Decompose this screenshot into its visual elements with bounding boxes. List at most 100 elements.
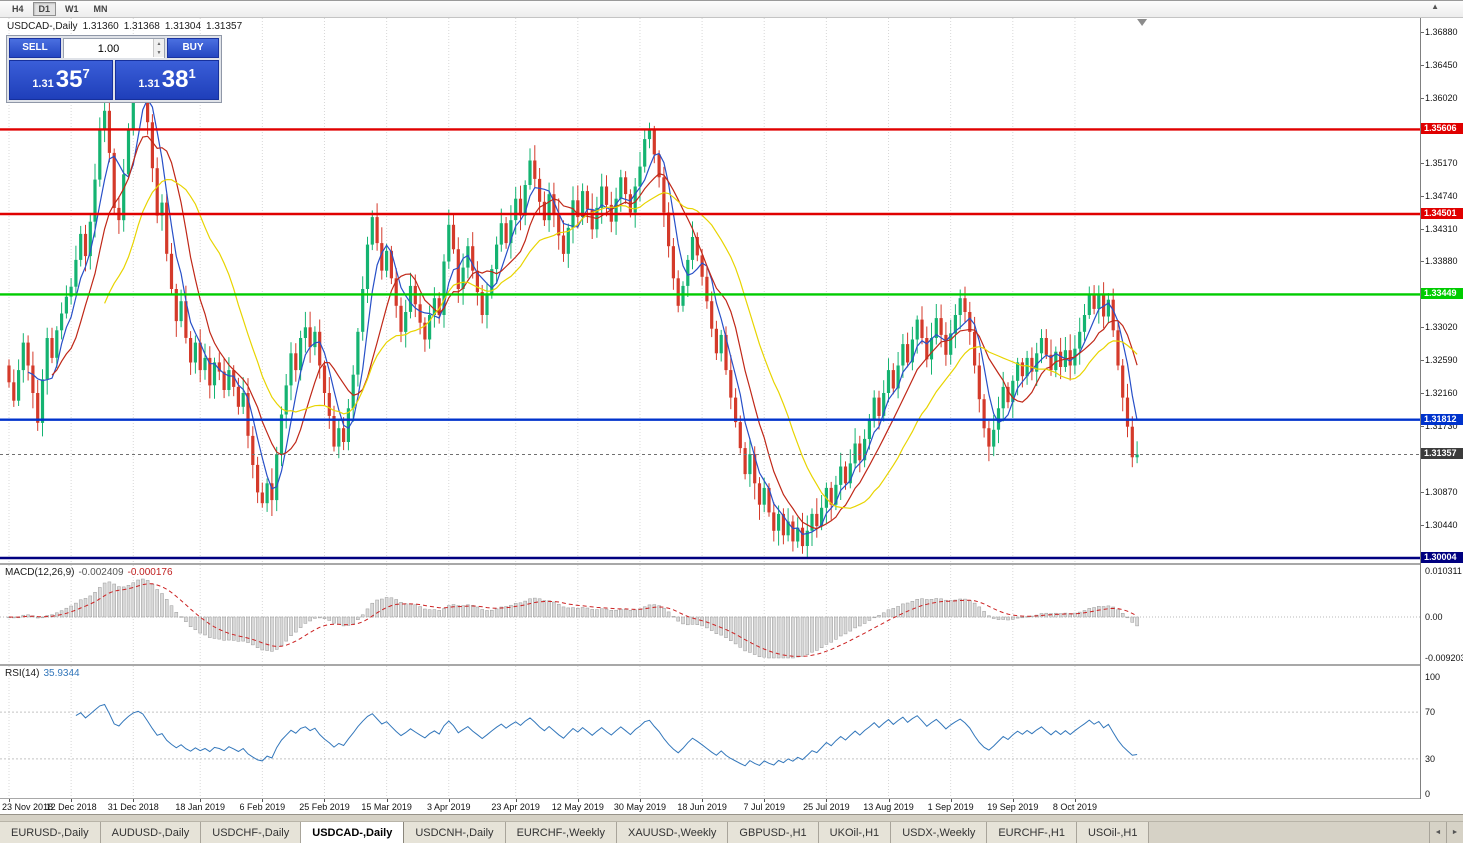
- buy-price-base: 1.31: [138, 78, 160, 90]
- time-axis-tick: [577, 799, 579, 802]
- time-axis-line: [0, 798, 1463, 799]
- pane-separator[interactable]: [0, 563, 1463, 565]
- time-axis-tick: [702, 799, 704, 802]
- chart-tab[interactable]: XAUUSD-,Weekly: [616, 822, 729, 843]
- time-axis-tick: [71, 799, 73, 802]
- rsi-canvas[interactable]: [0, 666, 1420, 798]
- chart-tab[interactable]: UKOil-,H1: [818, 822, 892, 843]
- price-axis-tick: [1421, 31, 1424, 33]
- timeframe-button-w1[interactable]: W1: [59, 2, 85, 16]
- time-axis-tick: [515, 799, 517, 802]
- price-line-label: 1.33449: [1421, 288, 1463, 300]
- buy-price-panel[interactable]: 1.31 38 1: [115, 60, 219, 100]
- macd-axis-label: 0.00: [1425, 611, 1443, 622]
- price-line-label: 1.34501: [1421, 207, 1463, 219]
- chart-title: USDCAD-,Daily: [7, 21, 78, 32]
- quote-low: 1.31304: [164, 21, 202, 32]
- pane-separator[interactable]: [0, 664, 1463, 666]
- volume-increase-icon[interactable]: ▲: [154, 39, 164, 48]
- buy-price-big: 38: [161, 66, 189, 93]
- timeframe-button-mn[interactable]: MN: [88, 2, 114, 16]
- rsi-name: RSI(14): [5, 668, 40, 679]
- volume-field: ▲ ▼: [63, 38, 165, 58]
- price-axis-tick: [1421, 261, 1424, 263]
- chart-tab[interactable]: EURCHF-,H1: [987, 822, 1077, 843]
- chart-tab[interactable]: EURCHF-,Weekly: [505, 822, 617, 843]
- chart-tab[interactable]: USDCNH-,Daily: [404, 822, 506, 843]
- chart-tab[interactable]: EURUSD-,Daily: [0, 822, 101, 843]
- sell-price-panel[interactable]: 1.31 35 7: [9, 60, 113, 100]
- chart-tab[interactable]: GBPUSD-,H1: [728, 822, 819, 843]
- time-axis-tick: [200, 799, 202, 802]
- time-axis-label: 23 Apr 2019: [491, 802, 540, 812]
- chart-tab[interactable]: USDX-,Weekly: [891, 822, 988, 843]
- rsi-axis-label: 100: [1425, 672, 1441, 682]
- chart-tab[interactable]: USOil-,H1: [1076, 822, 1150, 843]
- tab-scroll-controls: ◄ ►: [1429, 822, 1463, 843]
- price-line-label: 1.30004: [1421, 551, 1463, 563]
- time-axis-label: 18 Jan 2019: [175, 802, 225, 812]
- price-shift-marker[interactable]: [1137, 19, 1148, 26]
- time-axis-tick: [950, 799, 952, 802]
- rsi-axis-label: 0: [1425, 789, 1431, 799]
- chart-tab[interactable]: USDCHF-,Daily: [201, 822, 302, 843]
- price-line-label: 1.31812: [1421, 413, 1463, 425]
- time-axis-label: 1 Sep 2019: [927, 802, 974, 812]
- candles-layer: [7, 55, 1139, 557]
- price-axis-label: 1.36450: [1425, 59, 1458, 70]
- time-axis-label: 25 Feb 2019: [299, 802, 350, 812]
- price-line-label: 1.35606: [1421, 123, 1463, 135]
- toolbar-corner-icon[interactable]: ▲: [1431, 2, 1439, 11]
- timeframe-button-d1[interactable]: D1: [32, 2, 57, 16]
- price-axis-tick: [1421, 393, 1424, 395]
- sell-price-big: 35: [55, 66, 83, 93]
- time-axis-tick: [386, 799, 388, 802]
- price-axis-label: 1.33880: [1425, 256, 1458, 267]
- sell-button[interactable]: SELL: [9, 38, 61, 58]
- time-axis-label: 18 Jun 2019: [677, 802, 727, 812]
- macd-canvas[interactable]: [0, 565, 1420, 664]
- price-axis[interactable]: 1.36880 1.36450 1.36020 1.35170 1.34740 1.343…: [1420, 18, 1463, 799]
- time-axis-label: 12 Dec 2018: [45, 802, 97, 812]
- time-axis-label: 12 May 2019: [551, 802, 604, 812]
- time-axis-tick: [888, 799, 890, 802]
- time-axis-label: 15 Mar 2019: [361, 802, 412, 812]
- price-axis-label: 1.32590: [1425, 355, 1458, 366]
- moving-averages-layer: [27, 98, 1138, 536]
- chart-header: USDCAD-,Daily 1.31360 1.31368 1.31304 1.3135…: [7, 21, 247, 32]
- volume-decrease-icon[interactable]: ▼: [154, 48, 164, 57]
- chart-tab[interactable]: AUDUSD-,Daily: [100, 822, 202, 843]
- timeframe-button-h4[interactable]: H4: [6, 2, 30, 16]
- price-axis-tick: [1421, 360, 1424, 362]
- price-axis-label: 1.36880: [1425, 26, 1458, 37]
- time-axis-tick: [826, 799, 828, 802]
- tab-scroll-left-icon[interactable]: ◄: [1429, 822, 1446, 843]
- chart-tab[interactable]: USDCAD-,Daily: [301, 822, 405, 843]
- rsi-axis-label: 30: [1425, 753, 1436, 764]
- rsi-indicator-pane[interactable]: RSI(14) 35.9344: [0, 666, 1420, 798]
- price-axis-tick: [1421, 327, 1424, 329]
- price-axis-tick: [1421, 491, 1424, 493]
- volume-input[interactable]: [64, 40, 164, 58]
- price-axis-tick: [1421, 524, 1424, 526]
- tab-scroll-right-icon[interactable]: ►: [1446, 822, 1463, 843]
- price-axis-label: 1.33020: [1425, 322, 1458, 333]
- chart-tab-bar: EURUSD-,Daily AUDUSD-,Daily USDCHF-,Daily U…: [0, 821, 1463, 843]
- macd-main-value: -0.002409: [78, 567, 124, 578]
- bid-price-label: 1.31357: [1421, 448, 1463, 460]
- time-axis-tick: [262, 799, 264, 802]
- buy-button[interactable]: BUY: [167, 38, 219, 58]
- one-click-trading-panel: SELL ▲ ▼ BUY 1.31 35 7 1.31: [6, 35, 222, 103]
- price-chart-canvas[interactable]: [0, 18, 1420, 563]
- price-axis-tick: [1421, 228, 1424, 230]
- horizontal-lines-layer[interactable]: [0, 128, 1420, 560]
- macd-axis-label: -0.009203: [1425, 653, 1463, 663]
- time-axis-label: 25 Jul 2019: [803, 802, 850, 812]
- time-axis[interactable]: 23 Nov 2018 12 Dec 2018 31 Dec 2018 18 Jan …: [0, 799, 1420, 814]
- price-axis-label: 1.30440: [1425, 519, 1458, 530]
- rsi-axis-label: 70: [1425, 707, 1436, 718]
- sell-price-base: 1.31: [32, 78, 54, 90]
- macd-indicator-pane[interactable]: MACD(12,26,9) -0.002409 -0.000176: [0, 565, 1420, 664]
- price-axis-tick: [1421, 195, 1424, 197]
- price-chart-pane[interactable]: USDCAD-,Daily 1.31360 1.31368 1.31304 1.3135…: [0, 18, 1420, 563]
